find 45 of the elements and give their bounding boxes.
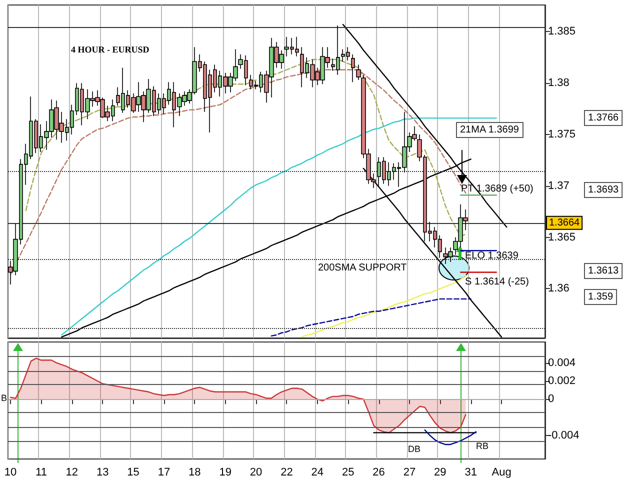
line-series <box>270 298 472 337</box>
text: 1.3613 <box>588 266 620 276</box>
annotation: RB <box>476 441 489 451</box>
x-tick-label: 17 <box>158 466 170 478</box>
x-tick-label: 10 <box>4 466 17 478</box>
x-tick-label: 11 <box>36 466 47 478</box>
x-tick-label: 20 <box>250 466 262 478</box>
annotation: 21MA 1.3699 <box>460 124 520 136</box>
line-series <box>424 429 477 446</box>
y-tick-label: 0.002 <box>548 375 576 387</box>
y-tick-label: 1.365 <box>548 231 576 244</box>
x-tick-label: 27 <box>403 466 416 478</box>
y-tick-label: 1.36 <box>548 282 570 295</box>
y-tick-label: -0.004 <box>548 429 580 442</box>
x-tick-label: 13 <box>96 466 109 478</box>
text: 1.359 <box>588 292 614 302</box>
candlestick <box>351 54 355 82</box>
ref-line-label: 1.3664 <box>549 217 580 228</box>
text: B <box>1 393 8 403</box>
annotation: 200SMA SUPPORT <box>318 262 407 274</box>
x-tick-label: 31 <box>464 466 477 478</box>
x-tick-label: 15 <box>127 466 140 478</box>
annotation: DB <box>408 444 421 454</box>
candlestick <box>356 64 361 80</box>
x-tick-label: 29 <box>434 466 446 478</box>
annotation: PT 1.3689 (+50) <box>461 184 534 194</box>
text: 1.3766 <box>588 112 620 124</box>
x-tick-label: 26 <box>372 466 385 478</box>
x-tick-label: 18 <box>188 466 201 478</box>
x-tick-label: 19 <box>219 466 232 478</box>
x-tick-label: Aug <box>492 466 512 478</box>
x-tick-label: 25 <box>342 466 354 478</box>
y-tick-label: 0 <box>548 393 554 406</box>
y-tick-label: 1.385 <box>548 26 576 38</box>
x-tick-label: 24 <box>311 466 324 478</box>
annotation: ELO 1.3639 <box>465 250 519 262</box>
y-tick-label: 1.37 <box>548 180 570 192</box>
annotation: S 1.3614 (-25) <box>465 276 529 288</box>
y-tick-label: 1.375 <box>548 128 576 140</box>
text: 4 HOUR - EURUSD <box>71 44 150 54</box>
x-tick-label: 12 <box>66 466 78 478</box>
text: 1.3693 <box>588 184 620 196</box>
x-tick-label: 22 <box>280 466 293 478</box>
y-tick-label: 1.38 <box>548 77 570 90</box>
y-tick-label: 0.004 <box>548 356 576 369</box>
